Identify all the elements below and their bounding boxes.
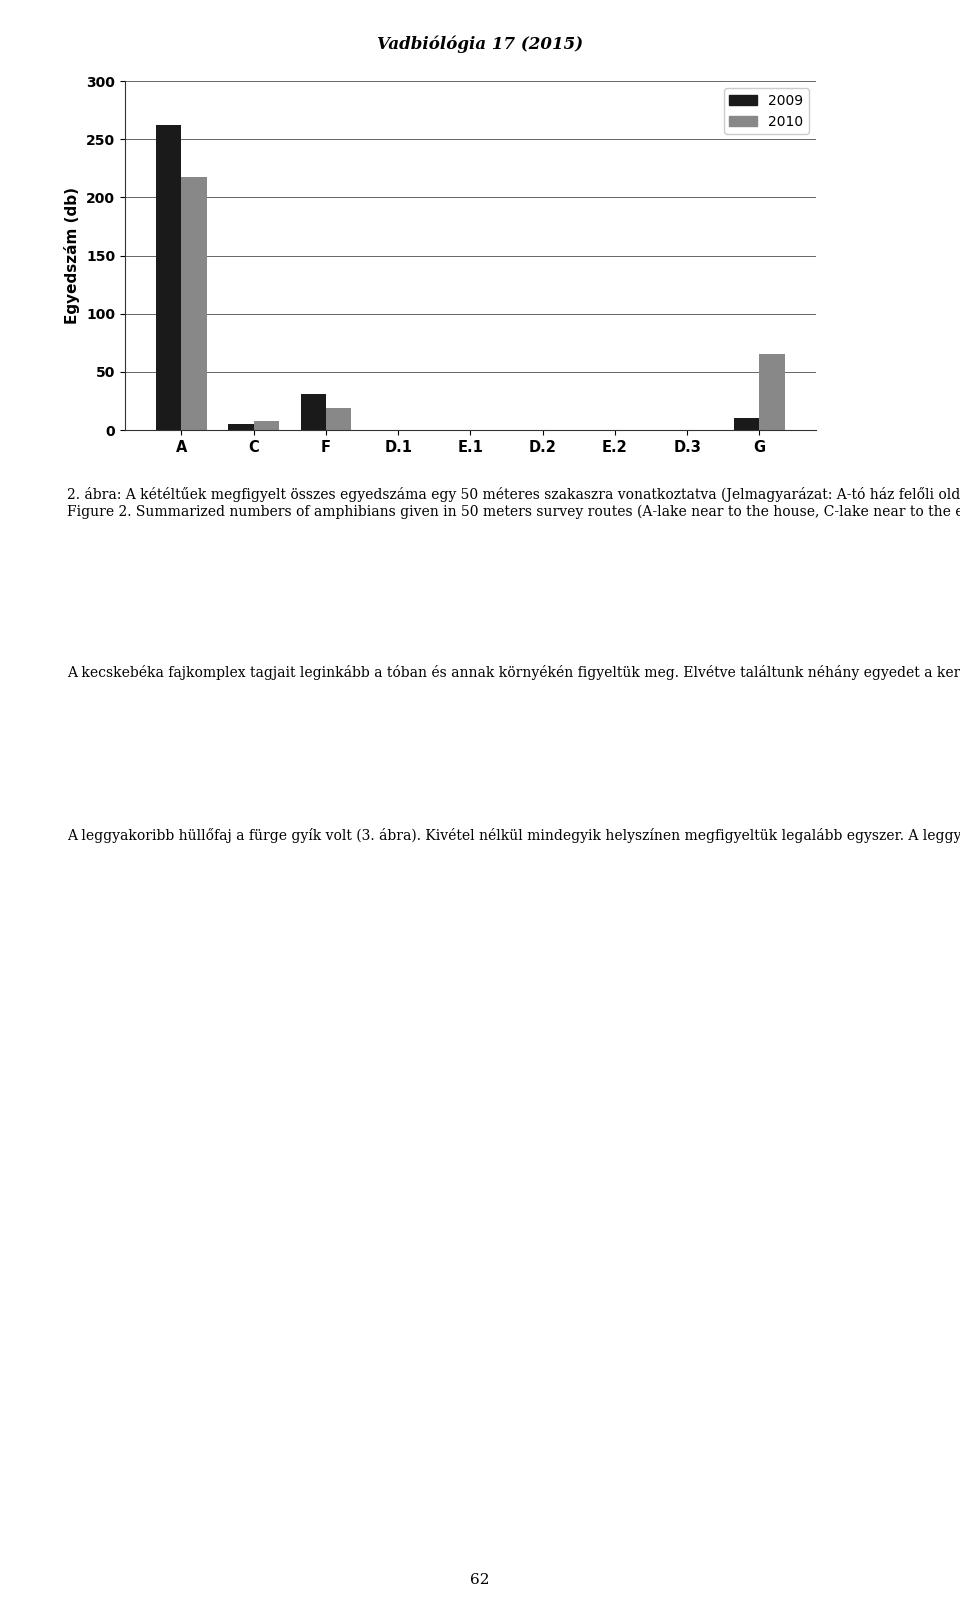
Text: 62: 62	[470, 1573, 490, 1587]
Bar	[156, 125, 181, 430]
Bar	[181, 177, 206, 430]
Text: Vadbiólógia 17 (2015): Vadbiólógia 17 (2015)	[377, 36, 583, 54]
Bar	[228, 424, 253, 430]
Text: A leggyakoribb hüllőfaj a fürge gyík volt (3. ábra). Kivétel nélkül mindegyik he: A leggyakoribb hüllőfaj a fürge gyík vol…	[67, 828, 960, 842]
Bar	[734, 419, 759, 430]
Text: A kecskebéka fajkomplex tagjait leginkább a tóban és annak környékén figyeltük m: A kecskebéka fajkomplex tagjait leginkáb…	[67, 665, 960, 680]
Bar	[253, 420, 279, 430]
Legend: 2009, 2010: 2009, 2010	[724, 88, 809, 135]
Y-axis label: Egyedszám (db): Egyedszám (db)	[64, 187, 81, 325]
Text: 2. ábra: A kétéltűek megfigyelt összes egyedszáma egy 50 méteres szakaszra vonat: 2. ábra: A kétéltűek megfigyelt összes e…	[67, 487, 960, 519]
Bar	[300, 394, 326, 430]
Bar	[759, 354, 784, 430]
Bar	[326, 407, 351, 430]
